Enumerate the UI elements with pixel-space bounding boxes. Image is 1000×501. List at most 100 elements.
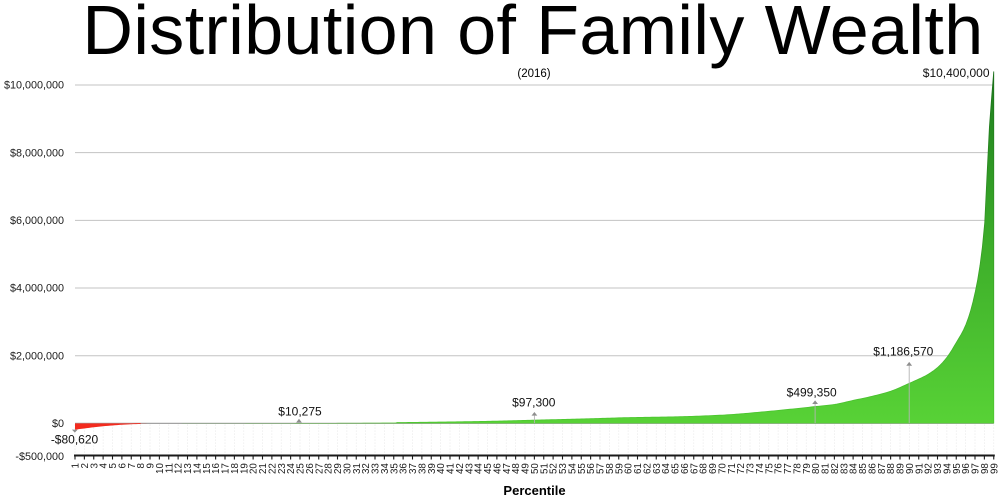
- svg-text:65: 65: [671, 463, 682, 474]
- svg-text:$1,186,570: $1,186,570: [873, 345, 933, 359]
- svg-text:99: 99: [989, 463, 1000, 474]
- svg-text:98: 98: [980, 463, 991, 474]
- svg-text:26: 26: [305, 463, 316, 474]
- svg-text:87: 87: [877, 463, 888, 474]
- svg-text:31: 31: [352, 463, 363, 474]
- svg-text:20: 20: [249, 463, 260, 474]
- svg-text:40: 40: [436, 463, 447, 474]
- svg-text:48: 48: [511, 463, 522, 474]
- svg-text:19: 19: [239, 463, 250, 474]
- svg-text:$6,000,000: $6,000,000: [10, 215, 64, 227]
- svg-text:$2,000,000: $2,000,000: [10, 350, 64, 362]
- svg-text:Distribution of Family Wealth: Distribution of Family Wealth: [82, 0, 983, 69]
- svg-text:74: 74: [755, 463, 766, 474]
- svg-text:38: 38: [417, 463, 428, 474]
- svg-text:8: 8: [136, 463, 147, 469]
- svg-text:42: 42: [455, 463, 466, 474]
- svg-text:15: 15: [202, 463, 213, 474]
- svg-text:77: 77: [783, 463, 794, 474]
- svg-text:62: 62: [642, 463, 653, 474]
- svg-text:80: 80: [811, 463, 822, 474]
- svg-text:73: 73: [746, 463, 757, 474]
- svg-text:9: 9: [146, 463, 157, 468]
- svg-text:$499,350: $499,350: [787, 386, 837, 400]
- svg-text:93: 93: [933, 463, 944, 474]
- svg-text:14: 14: [192, 463, 203, 474]
- svg-text:96: 96: [961, 463, 972, 474]
- svg-text:$10,000,000: $10,000,000: [4, 80, 64, 92]
- svg-text:55: 55: [577, 463, 588, 474]
- svg-text:33: 33: [371, 463, 382, 474]
- svg-text:23: 23: [277, 463, 288, 474]
- svg-text:7: 7: [127, 463, 138, 468]
- svg-text:64: 64: [661, 463, 672, 474]
- svg-text:29: 29: [333, 463, 344, 474]
- svg-text:54: 54: [567, 463, 578, 474]
- svg-text:35: 35: [389, 463, 400, 474]
- svg-text:47: 47: [502, 463, 513, 474]
- svg-text:57: 57: [596, 463, 607, 474]
- svg-text:66: 66: [680, 463, 691, 474]
- svg-text:(2016): (2016): [517, 68, 550, 80]
- svg-text:90: 90: [905, 463, 916, 474]
- svg-text:$10,275: $10,275: [278, 404, 322, 418]
- svg-text:51: 51: [539, 463, 550, 474]
- svg-text:17: 17: [221, 463, 232, 474]
- svg-text:58: 58: [605, 463, 616, 474]
- svg-text:82: 82: [830, 463, 841, 474]
- svg-text:59: 59: [614, 463, 625, 474]
- svg-text:-$500,000: -$500,000: [15, 451, 64, 463]
- svg-text:13: 13: [183, 463, 194, 474]
- svg-text:$10,400,000: $10,400,000: [923, 66, 990, 80]
- svg-text:36: 36: [399, 463, 410, 474]
- svg-text:32: 32: [361, 463, 372, 474]
- svg-text:75: 75: [764, 463, 775, 474]
- svg-text:63: 63: [652, 463, 663, 474]
- svg-text:45: 45: [483, 463, 494, 474]
- svg-text:22: 22: [267, 463, 278, 474]
- svg-text:3: 3: [89, 463, 100, 469]
- svg-text:21: 21: [258, 463, 269, 474]
- svg-text:89: 89: [896, 463, 907, 474]
- svg-text:60: 60: [624, 463, 635, 474]
- svg-text:41: 41: [446, 463, 457, 474]
- svg-text:30: 30: [342, 463, 353, 474]
- svg-text:$0: $0: [52, 418, 64, 430]
- svg-text:94: 94: [942, 463, 953, 474]
- svg-text:67: 67: [689, 463, 700, 474]
- svg-text:84: 84: [849, 463, 860, 474]
- svg-text:52: 52: [549, 463, 560, 474]
- svg-text:10: 10: [155, 463, 166, 474]
- svg-text:97: 97: [971, 463, 982, 474]
- svg-text:68: 68: [699, 463, 710, 474]
- svg-text:39: 39: [427, 463, 438, 474]
- svg-text:$8,000,000: $8,000,000: [10, 147, 64, 159]
- svg-text:43: 43: [464, 463, 475, 474]
- svg-text:5: 5: [108, 463, 119, 469]
- svg-text:28: 28: [324, 463, 335, 474]
- svg-text:71: 71: [727, 463, 738, 474]
- svg-text:56: 56: [586, 463, 597, 474]
- svg-text:50: 50: [530, 463, 541, 474]
- svg-text:53: 53: [558, 463, 569, 474]
- svg-text:46: 46: [492, 463, 503, 474]
- svg-text:85: 85: [858, 463, 869, 474]
- svg-text:$4,000,000: $4,000,000: [10, 283, 64, 295]
- svg-text:86: 86: [867, 463, 878, 474]
- svg-text:95: 95: [952, 463, 963, 474]
- svg-text:70: 70: [717, 463, 728, 474]
- svg-text:34: 34: [380, 463, 391, 474]
- svg-text:Percentile: Percentile: [503, 483, 565, 498]
- svg-text:44: 44: [474, 463, 485, 474]
- svg-text:4: 4: [99, 463, 110, 469]
- svg-text:72: 72: [736, 463, 747, 474]
- svg-text:78: 78: [792, 463, 803, 474]
- svg-text:79: 79: [802, 463, 813, 474]
- svg-text:83: 83: [839, 463, 850, 474]
- svg-text:91: 91: [914, 463, 925, 474]
- svg-text:24: 24: [286, 463, 297, 474]
- svg-text:6: 6: [117, 463, 128, 469]
- svg-text:$97,300: $97,300: [512, 396, 556, 410]
- svg-text:2: 2: [80, 463, 91, 468]
- svg-text:81: 81: [821, 463, 832, 474]
